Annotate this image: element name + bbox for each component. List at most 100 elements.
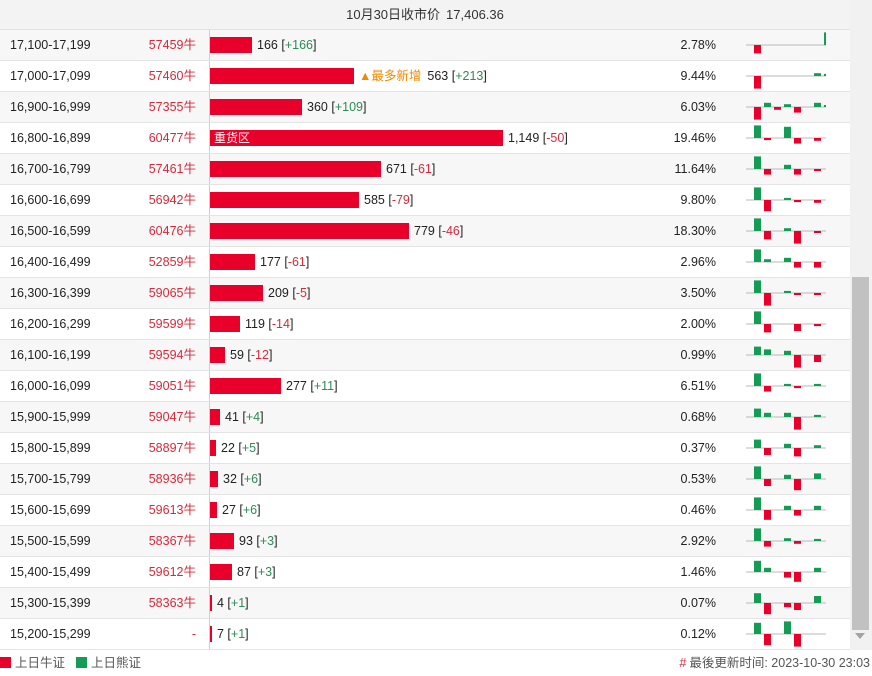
scrollbar-thumb[interactable]	[852, 277, 869, 630]
sparkline-bar	[784, 228, 791, 231]
volume-bar-cell: 4 [+1]	[209, 588, 669, 618]
percentage: 0.99%	[680, 348, 716, 362]
percentage: 2.78%	[680, 38, 716, 52]
percentage: 11.64%	[674, 162, 716, 176]
cbbc-code-link[interactable]: 59047牛	[148, 410, 196, 424]
percentage: 6.51%	[680, 379, 716, 393]
sparkline-bar	[794, 200, 801, 203]
cbbc-code-link[interactable]: 58936牛	[148, 472, 196, 486]
volume-value: 671 [-61]	[386, 162, 436, 176]
sparkline-bar	[764, 412, 771, 417]
price-range: 16,000-16,099	[10, 379, 91, 393]
volume-count: 59	[230, 348, 244, 362]
sparkline-bar	[794, 293, 801, 295]
daily-change-sparkline	[746, 73, 826, 89]
footer: 上日牛证 上日熊证 # 最後更新时间: 2023-10-30 23:03	[0, 650, 872, 676]
sparkline-bar	[764, 259, 771, 262]
sparkline-bar	[794, 572, 801, 582]
sparkline-bar	[814, 596, 821, 603]
sparkline-bar	[784, 197, 791, 200]
volume-count: 360	[307, 100, 328, 114]
sparkline-bar	[754, 593, 761, 603]
volume-count: 671	[386, 162, 407, 176]
sparkline-bar	[794, 541, 801, 544]
close-date-label: 10月30日收市价	[346, 7, 441, 22]
sparkline-bar	[784, 290, 791, 293]
cbbc-code-link[interactable]: 59065牛	[148, 286, 196, 300]
cbbc-code-link[interactable]: 57355牛	[148, 100, 196, 114]
volume-bar	[210, 626, 212, 642]
volume-value: 585 [-79]	[364, 193, 414, 207]
daily-change-sparkline	[746, 466, 826, 491]
price-range: 15,200-15,299	[10, 627, 91, 641]
cbbc-code-link[interactable]: 56942牛	[148, 193, 196, 207]
volume-bar	[210, 471, 218, 487]
volume-change: +213	[455, 69, 484, 83]
sparkline-bar	[794, 231, 801, 244]
sparkline-bar	[814, 355, 821, 362]
daily-change-sparkline	[746, 373, 826, 392]
cbbc-code-link[interactable]: 60476牛	[148, 224, 196, 238]
sparkline-bar	[754, 280, 761, 293]
table-row: 15,400-15,499 59612牛 87 [+3] 1.46%	[0, 557, 850, 588]
volume-value: 27 [+6]	[222, 503, 261, 517]
cbbc-code-link[interactable]: 60477牛	[148, 131, 196, 145]
cbbc-code-link[interactable]: 59613牛	[148, 503, 196, 517]
table-row: 16,100-16,199 59594牛 59 [-12] 0.99%	[0, 340, 850, 371]
price-range: 15,600-15,699	[10, 503, 91, 517]
legend-bull: 上日牛证	[0, 650, 65, 676]
cbbc-code-link[interactable]: 52859牛	[148, 255, 196, 269]
volume-value: 119 [-14]	[245, 317, 294, 331]
cbbc-code-link[interactable]: 58367牛	[148, 534, 196, 548]
cbbc-code-link[interactable]: -	[191, 627, 196, 641]
volume-bar-cell: 779 [-46]	[209, 216, 669, 246]
cbbc-code-link[interactable]: 59612牛	[148, 565, 196, 579]
percentage: 0.07%	[680, 596, 716, 610]
volume-bar-cell: 87 [+3]	[209, 557, 669, 587]
sparkline-bar	[814, 262, 821, 268]
sparkline-bar	[754, 408, 761, 417]
sparkline-bar	[794, 355, 801, 368]
daily-change-sparkline	[746, 32, 826, 54]
cbbc-code-link[interactable]: 59599牛	[148, 317, 196, 331]
cbbc-code-link[interactable]: 59594牛	[148, 348, 196, 362]
volume-change: -79	[391, 193, 410, 207]
volume-value: 779 [-46]	[414, 224, 464, 238]
sparkline-bar	[754, 373, 761, 386]
table-row: 17,000-17,099 57460牛 ▲最多新增 563 [+213] 9.44%	[0, 61, 850, 92]
price-range: 16,500-16,599	[10, 224, 91, 238]
percentage: 6.03%	[680, 100, 716, 114]
cbbc-code-link[interactable]: 57461牛	[148, 162, 196, 176]
sparkline-bar	[814, 473, 821, 479]
volume-value: 209 [-5]	[268, 286, 311, 300]
sparkline-bar	[784, 621, 791, 634]
cbbc-code-link[interactable]: 58363牛	[148, 596, 196, 610]
table-row: 15,300-15,399 58363牛 4 [+1] 0.07%	[0, 588, 850, 619]
table-row: 15,900-15,999 59047牛 41 [+4] 0.68%	[0, 402, 850, 433]
sparkline-bar	[754, 218, 761, 231]
cbbc-code-link[interactable]: 59051牛	[148, 379, 196, 393]
scroll-down-arrow-icon[interactable]	[855, 633, 865, 639]
cbbc-code-link[interactable]: 57459牛	[148, 38, 196, 52]
sparkline-bar	[754, 466, 761, 479]
volume-bar	[210, 161, 381, 177]
volume-change: -14	[271, 317, 290, 331]
daily-change-sparkline	[746, 346, 826, 368]
volume-bar	[210, 254, 255, 270]
volume-value: 93 [+3]	[239, 534, 278, 548]
table-row: 16,700-16,799 57461牛 671 [-61] 11.64%	[0, 154, 850, 185]
sparkline-bar	[794, 603, 801, 610]
cbbc-code-link[interactable]: 58897牛	[148, 441, 196, 455]
volume-count: 119	[245, 317, 265, 331]
sparkline-bar	[814, 414, 821, 417]
sparkline-bar	[814, 73, 821, 76]
cbbc-code-link[interactable]: 57460牛	[148, 69, 196, 83]
daily-change-sparkline	[746, 218, 826, 244]
table-row: 15,600-15,699 59613牛 27 [+6] 0.46%	[0, 495, 850, 526]
volume-change: -46	[441, 224, 460, 238]
volume-change: +5	[241, 441, 257, 455]
volume-bar	[210, 68, 354, 84]
daily-change-sparkline	[746, 280, 826, 306]
price-range: 17,100-17,199	[10, 38, 91, 52]
sparkline-bar	[794, 417, 801, 430]
